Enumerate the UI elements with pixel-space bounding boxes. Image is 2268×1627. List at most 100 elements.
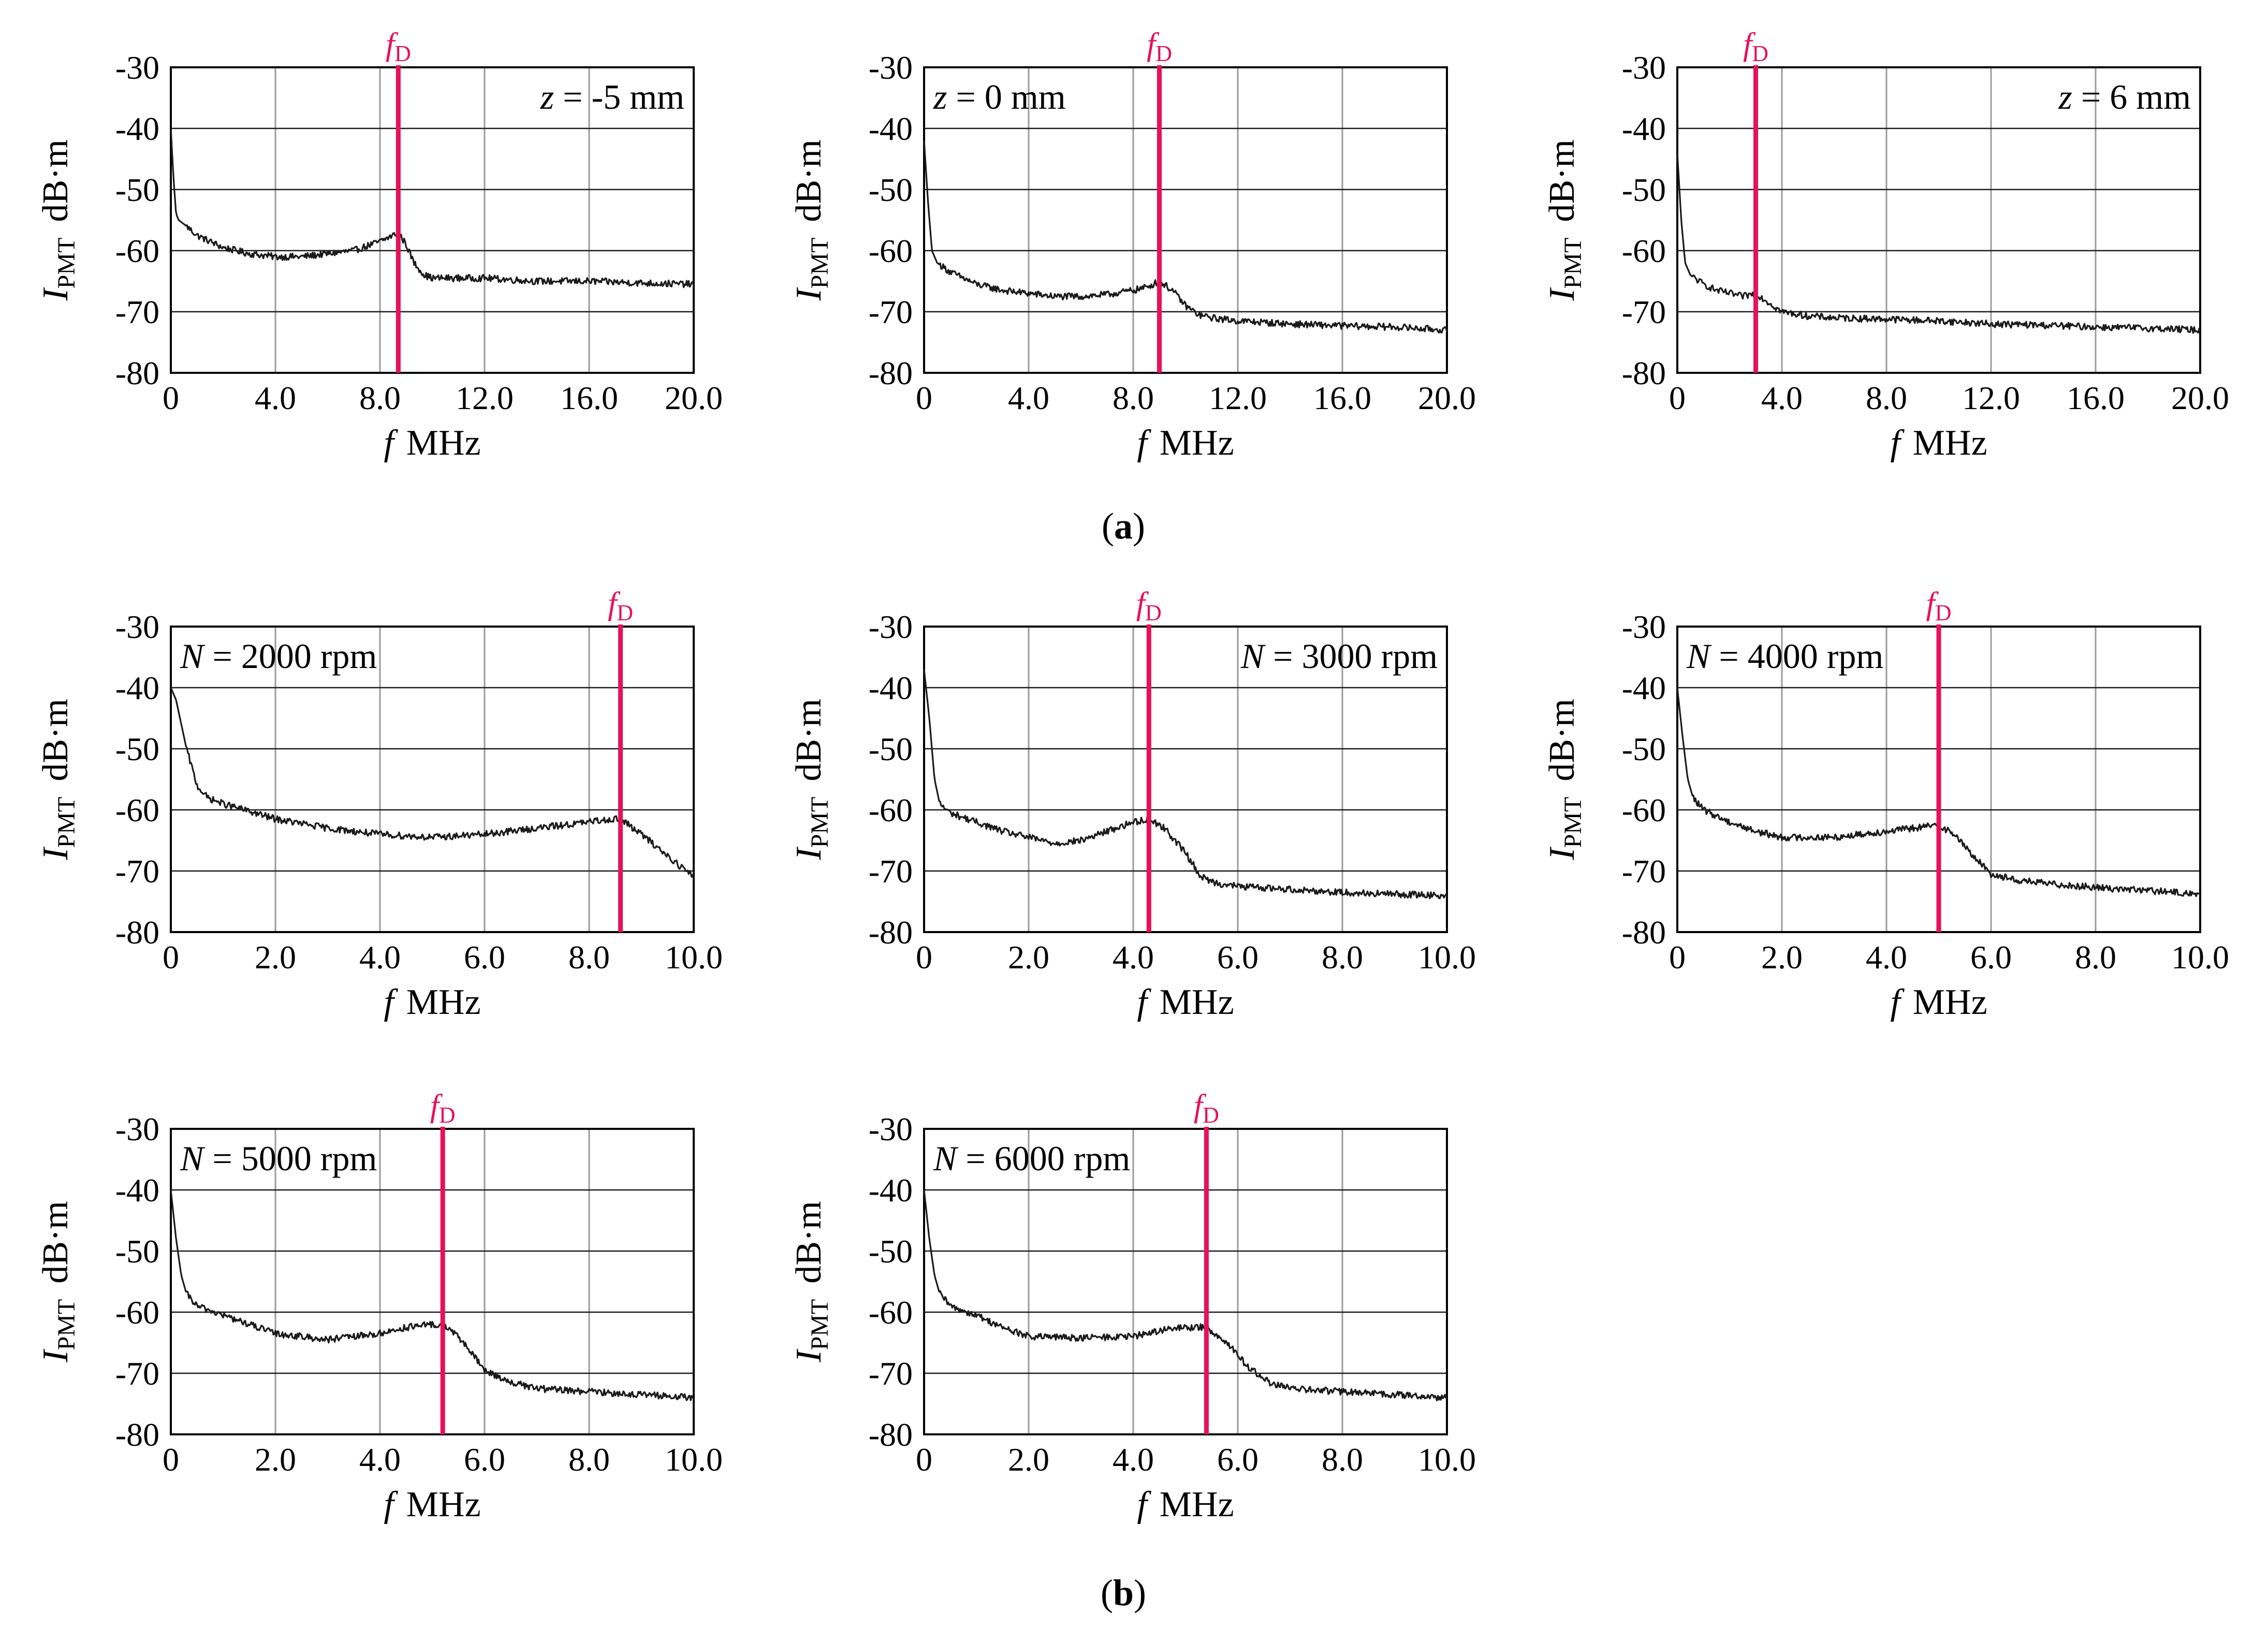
panels: fD-30-40-50-60-70-800 4.0 8.0 12.0 16.0 20.0f… (36, 27, 2229, 1524)
chart-n2000: fD-30-40-50-60-70-800 2.0 4.0 6.0 8.0 10.0f MH… (36, 586, 723, 1022)
y-axis-symbol-sub: PMT (1559, 238, 1587, 289)
series-line-spectrum (923, 669, 1448, 899)
y-tick-label: -70 (869, 1355, 913, 1392)
x-axis-label: f MHz (1137, 423, 1234, 463)
x-tick-label: 6.0 (1970, 939, 2012, 976)
series-line-spectrum (170, 128, 695, 288)
annotation-text: = 0 mm (947, 77, 1065, 117)
plot-frame (170, 66, 695, 374)
fd-marker-label: fD (1147, 27, 1172, 66)
x-axis-symbol: f (384, 423, 398, 463)
plot-frame (923, 1128, 1448, 1435)
y-axis-unit: dB·m (1542, 139, 1582, 222)
x-tick-label: 10.0 (665, 1441, 723, 1478)
panel-label-a-letter: a (1114, 505, 1133, 547)
x-axis-symbol: f (1137, 1485, 1151, 1524)
y-axis-unit: dB·m (789, 1201, 829, 1283)
x-tick-label: 8.0 (1322, 939, 1363, 976)
x-tick-label: 4.0 (255, 380, 296, 416)
annotation-var: z (540, 77, 554, 117)
y-tick-label: -60 (869, 233, 913, 269)
y-tick-label: -80 (115, 914, 159, 951)
y-axis-symbol-sub: PMT (53, 238, 80, 289)
annotation-text: = 4000 rpm (1710, 636, 1883, 676)
plot-frame (923, 626, 1448, 933)
x-tick-label: 6.0 (1217, 1441, 1259, 1478)
x-axis-unit: MHz (406, 423, 481, 463)
x-tick-label: 6.0 (1217, 939, 1259, 976)
y-tick-label: -60 (115, 233, 159, 269)
x-tick-label: 8.0 (568, 1441, 610, 1478)
fd-marker-label-sub: D (1203, 1102, 1219, 1128)
chart-z6: fD-30-40-50-60-70-800 4.0 8.0 12.0 16.0 20.0f… (1542, 27, 2229, 463)
annotation-label: N = 6000 rpm (933, 1139, 1130, 1178)
series-line-spectrum (170, 1189, 695, 1401)
y-tick-label: -80 (115, 1416, 159, 1453)
y-tick-label: -50 (869, 1233, 913, 1270)
x-tick-label: 10.0 (1418, 1441, 1476, 1478)
x-axis-unit: MHz (406, 982, 481, 1022)
series-line-spectrum (1676, 153, 2201, 334)
x-axis-label: f MHz (1890, 982, 1987, 1022)
fd-marker-label: fD (1743, 27, 1768, 66)
x-tick-label: 8.0 (1866, 380, 1907, 416)
y-tick-label: -70 (115, 1355, 159, 1392)
x-axis-unit: MHz (1913, 982, 1987, 1022)
x-tick-label: 0 (163, 1441, 179, 1478)
y-tick-label: -80 (1622, 355, 1666, 391)
x-tick-label: 0 (1669, 939, 1686, 976)
y-axis-symbol-sub: PMT (806, 238, 833, 289)
x-axis-unit: MHz (1160, 982, 1234, 1022)
annotation-label: N = 4000 rpm (1686, 636, 1883, 676)
y-axis-symbol: I (789, 287, 829, 301)
x-tick-label: 20.0 (2171, 380, 2229, 416)
x-tick-label: 10.0 (1418, 939, 1476, 976)
fd-marker-label-sub: D (1145, 600, 1162, 626)
fd-marker-label-sub: D (617, 600, 633, 626)
y-tick-label: -60 (869, 1294, 913, 1331)
y-tick-label: -40 (869, 1172, 913, 1209)
y-tick-label: -50 (1622, 731, 1666, 767)
annotation-text: = 6 mm (2072, 77, 2191, 117)
x-axis-symbol: f (1137, 423, 1151, 463)
x-tick-label: 2.0 (1761, 939, 1803, 976)
annotation-label: N = 2000 rpm (180, 636, 377, 676)
y-tick-label: -50 (869, 731, 913, 767)
x-axis-unit: MHz (406, 1485, 481, 1524)
y-tick-label: -40 (869, 670, 913, 706)
y-axis-symbol: I (789, 1348, 829, 1363)
annotation-text: = 2000 rpm (203, 636, 377, 676)
chart-n3000: fD-30-40-50-60-70-800 2.0 4.0 6.0 8.0 10.0f MH… (789, 586, 1476, 1022)
y-tick-label: -50 (869, 171, 913, 208)
y-tick-label: -60 (115, 1294, 159, 1331)
y-axis-unit: dB·m (36, 139, 76, 222)
x-tick-label: 20.0 (1418, 380, 1476, 416)
y-tick-label: -40 (1622, 670, 1666, 706)
y-tick-label: -50 (115, 731, 159, 767)
y-tick-label: -70 (115, 853, 159, 890)
y-tick-label: -70 (115, 294, 159, 330)
fd-marker-label-sub: D (1155, 41, 1172, 66)
x-tick-label: 2.0 (255, 1441, 296, 1478)
y-axis-symbol-sub: PMT (1559, 797, 1587, 848)
y-tick-label: -30 (869, 49, 913, 86)
x-axis-unit: MHz (1913, 423, 1987, 463)
fd-marker-label-sub: D (1935, 600, 1952, 626)
x-tick-label: 8.0 (1322, 1441, 1363, 1478)
annotation-var: N (933, 1139, 959, 1178)
y-tick-label: -70 (1622, 294, 1666, 330)
y-axis-label: IPMT dB·m (789, 699, 833, 860)
chart-n4000: fD-30-40-50-60-70-800 2.0 4.0 6.0 8.0 10.0f MH… (1542, 586, 2229, 1022)
y-tick-label: -70 (869, 853, 913, 890)
x-tick-label: 10.0 (2171, 939, 2229, 976)
x-axis-label: f MHz (384, 1485, 480, 1524)
fd-marker-label: fD (608, 586, 633, 626)
x-axis-symbol: f (384, 1485, 398, 1524)
y-axis-unit: dB·m (1542, 699, 1582, 781)
series-line-spectrum (170, 687, 695, 879)
y-axis-label: IPMT dB·m (789, 139, 833, 301)
x-tick-label: 6.0 (464, 1441, 505, 1478)
x-tick-label: 4.0 (1761, 380, 1803, 416)
y-axis-symbol: I (36, 1348, 76, 1363)
x-axis-label: f MHz (1137, 1485, 1234, 1524)
